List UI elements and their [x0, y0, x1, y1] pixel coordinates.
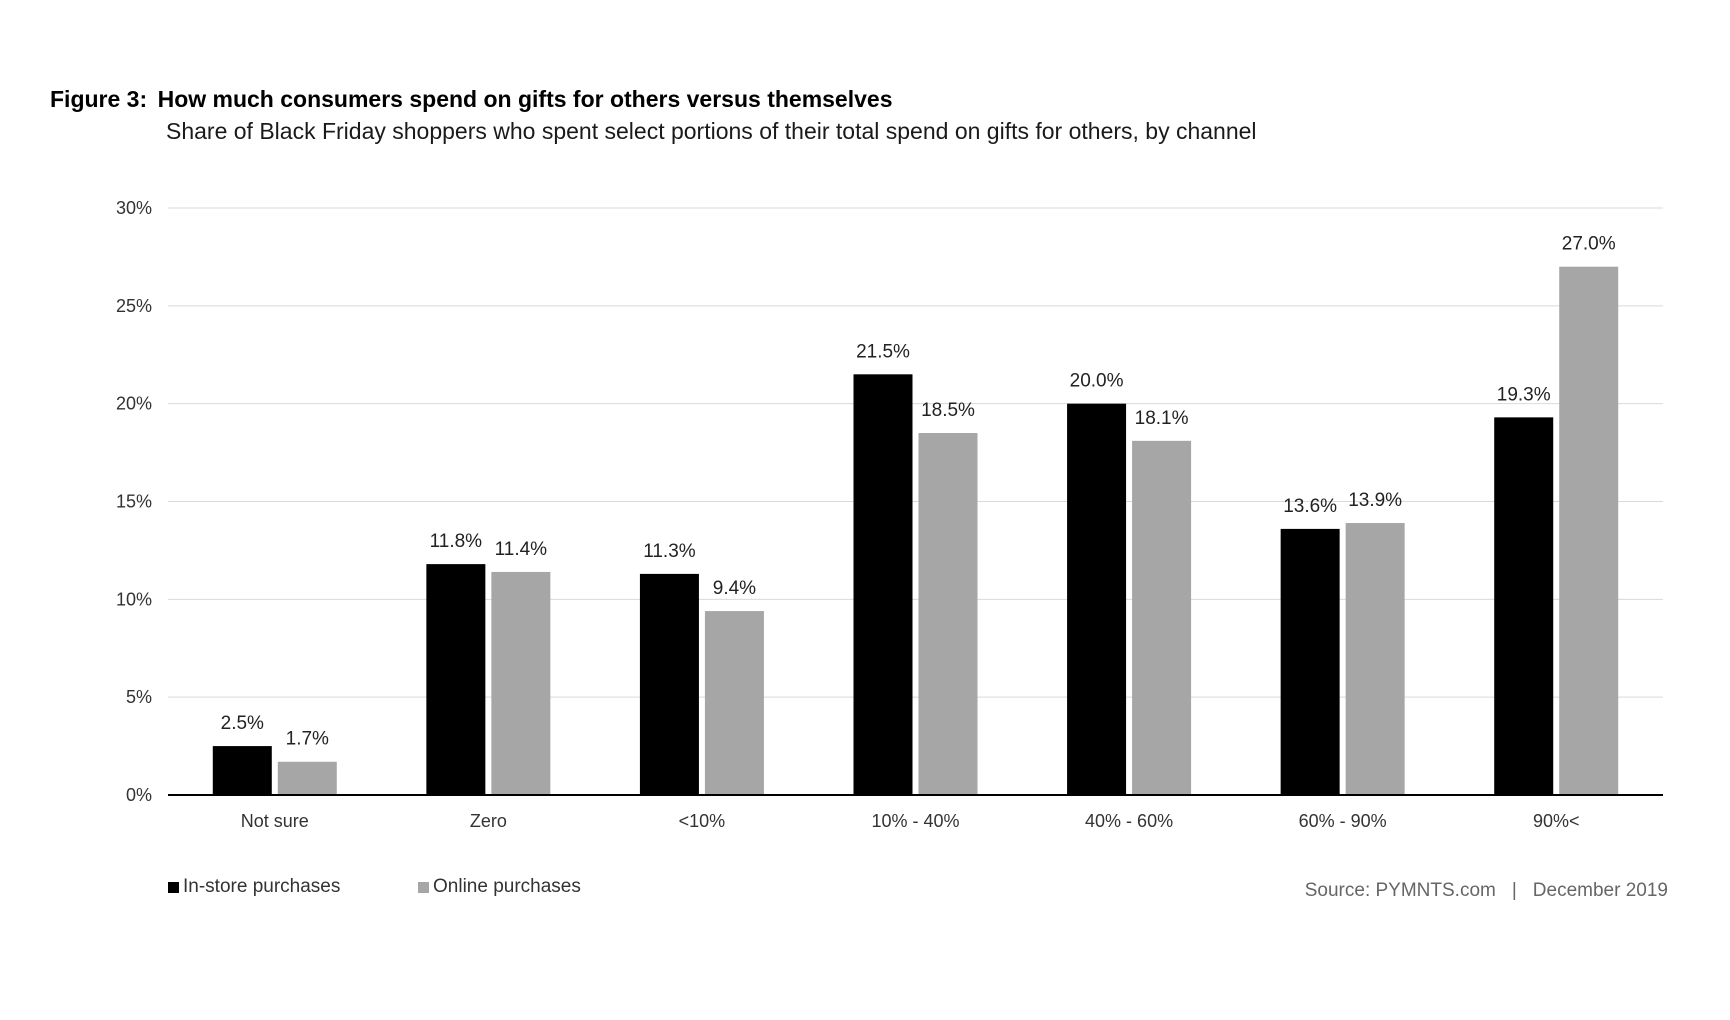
y-tick-label: 15%	[116, 492, 152, 512]
data-label: 13.9%	[1348, 490, 1402, 511]
bar-online	[918, 433, 978, 795]
bar-in-store	[853, 374, 913, 795]
legend-swatch-online	[418, 881, 429, 893]
source-text: Source: PYMNTS.com	[1304, 880, 1496, 901]
figure-label: Figure 3:	[50, 86, 148, 112]
data-label: 1.7%	[286, 729, 329, 750]
x-tick-label: <10%	[679, 811, 726, 831]
data-label: 9.4%	[713, 578, 756, 599]
y-tick-label: 30%	[116, 198, 152, 218]
data-label: 18.1%	[1135, 408, 1189, 429]
legend-swatch-in-store	[168, 881, 179, 893]
y-tick-label: 5%	[126, 687, 152, 707]
bar-in-store	[1067, 403, 1127, 795]
y-tick-label: 20%	[116, 394, 152, 414]
data-label: 11.4%	[495, 539, 548, 560]
data-label: 19.3%	[1497, 384, 1551, 405]
x-tick-label: Zero	[470, 811, 507, 831]
x-tick-label: 40% - 60%	[1085, 811, 1173, 831]
x-tick-label: 60% - 90%	[1299, 811, 1387, 831]
y-tick-label: 10%	[116, 589, 152, 609]
source-date: December 2019	[1532, 880, 1668, 901]
data-label: 27.0%	[1562, 234, 1616, 255]
bar-online	[1132, 440, 1192, 795]
data-label: 18.5%	[921, 400, 975, 421]
figure-title: How much consumers spend on gifts for ot…	[157, 86, 893, 112]
chart-subtitle: Share of Black Friday shoppers who spent…	[166, 118, 1257, 144]
bar-in-store	[1280, 528, 1340, 795]
bar-in-store	[426, 564, 486, 795]
bar-in-store	[639, 573, 699, 795]
data-label: 21.5%	[856, 341, 910, 362]
bar-in-store	[212, 746, 272, 795]
bar-online	[1559, 266, 1619, 795]
data-label: 2.5%	[221, 713, 264, 734]
legend-item-online: Online purchases	[418, 876, 581, 898]
data-label: 11.8%	[430, 531, 483, 552]
x-tick-label: Not sure	[241, 811, 309, 831]
data-label: 11.3%	[643, 541, 696, 562]
source-separator: |	[1511, 880, 1517, 901]
bar-online	[491, 571, 551, 795]
data-label: 13.6%	[1283, 496, 1337, 517]
y-tick-label: 25%	[116, 296, 152, 316]
bar-online	[1345, 523, 1405, 795]
chart-title: Figure 3: How much consumers spend on gi…	[50, 86, 893, 113]
data-label: 20.0%	[1070, 371, 1124, 392]
legend-label-online: Online purchases	[433, 876, 581, 897]
x-tick-label: 90%<	[1533, 811, 1580, 831]
bar-in-store	[1494, 417, 1554, 795]
bar-online	[704, 611, 764, 795]
legend-item-in-store: In-store purchases	[168, 876, 340, 898]
x-tick-label: 10% - 40%	[871, 811, 959, 831]
legend-label-in-store: In-store purchases	[183, 876, 341, 897]
source-note: Source: PYMNTS.com | December 2019	[1305, 880, 1668, 902]
y-tick-label: 0%	[126, 785, 152, 805]
bar-online	[277, 761, 337, 795]
